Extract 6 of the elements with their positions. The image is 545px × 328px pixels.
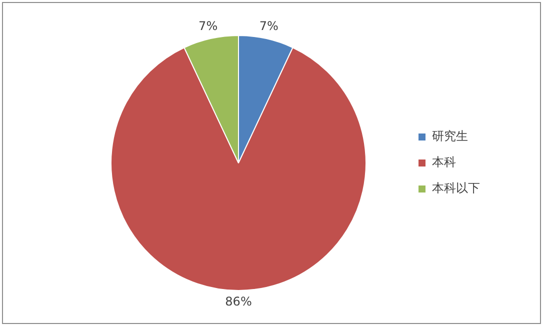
legend-label: 本科 — [432, 155, 456, 170]
legend-label: 研究生 — [432, 129, 468, 144]
data-label: 86% — [225, 294, 252, 309]
data-label: 7% — [259, 18, 278, 33]
legend-label: 本科以下 — [432, 181, 480, 196]
data-label: 7% — [198, 18, 218, 33]
